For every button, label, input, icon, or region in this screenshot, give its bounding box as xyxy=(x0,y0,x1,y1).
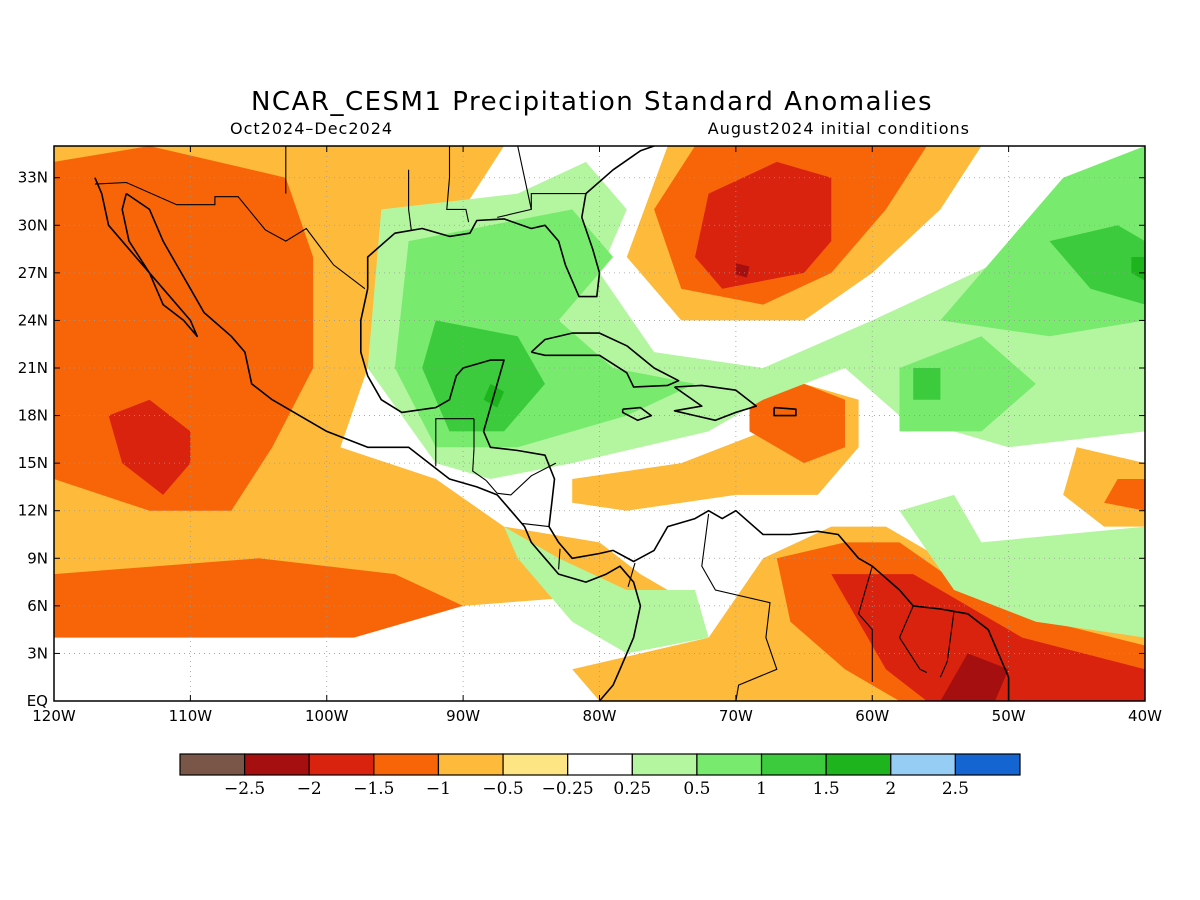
lat-tick-label: 33N xyxy=(18,169,48,187)
latitude-axis: EQ 3N 6N 9N 12N 15N 18N 21N 24N 27N 30N 33N xyxy=(18,169,1145,710)
border-8 xyxy=(558,548,561,570)
colorbar-swatch xyxy=(179,753,246,776)
anomaly-region-24 xyxy=(1049,225,1145,305)
anomaly-region-14 xyxy=(940,653,1009,701)
border-12 xyxy=(898,605,928,673)
colorbar-label: 1 xyxy=(756,779,767,799)
coastline-2 xyxy=(360,288,1010,701)
colorbar-label: 1.5 xyxy=(813,779,840,799)
border-10 xyxy=(701,513,778,701)
anomaly-region-18 xyxy=(504,526,709,654)
anomaly-region-2 xyxy=(54,558,464,638)
colorbar-swatch xyxy=(373,753,440,776)
lat-tick-label: 12N xyxy=(18,502,48,520)
anomaly-region-27 xyxy=(1131,257,1145,281)
lat-tick-label: 15N xyxy=(18,454,48,472)
anomaly-region-7 xyxy=(695,161,832,289)
lat-tick-label: EQ xyxy=(27,692,48,710)
border-9 xyxy=(627,562,636,587)
anomaly-region-4 xyxy=(135,177,232,305)
colorbar-swatch xyxy=(696,753,763,776)
anomaly-region-19 xyxy=(899,494,1145,638)
lon-tick-label: 50W xyxy=(992,707,1026,725)
anomaly-region-16 xyxy=(1104,479,1145,511)
anomaly-region-23 xyxy=(422,320,545,432)
colorbar-label: −1 xyxy=(426,779,451,799)
lon-tick-label: 120W xyxy=(32,707,76,725)
lon-tick-label: 90W xyxy=(446,707,480,725)
border-13 xyxy=(939,610,955,678)
anomaly-region-25 xyxy=(913,368,941,400)
lon-tick-label: 40W xyxy=(1128,707,1162,725)
colorbar-swatch xyxy=(567,753,633,776)
coastline-0 xyxy=(94,177,198,338)
lat-tick-label: 30N xyxy=(18,216,48,234)
colorbar-label: −1.5 xyxy=(353,779,394,799)
lon-tick-label: 80W xyxy=(583,707,617,725)
map-panel: 120W 110W 100W 90W 80W 70W 60W 50W 40W EQ3N6N9N1… xyxy=(18,145,1162,725)
colorbar-label: 2.5 xyxy=(942,779,969,799)
longitude-axis: 120W 110W 100W 90W 80W 70W 60W 50W 40W xyxy=(32,146,1162,725)
lat-tick-label: 24N xyxy=(18,311,48,329)
colorbar-labels: −2.5 −2 −1.5 −1 −0.5 −0.25 0.25 0.5 1 1.5 2 2.5 xyxy=(224,779,969,799)
period-label: Oct2024–Dec2024 xyxy=(230,119,393,138)
anomaly-region-8 xyxy=(735,263,750,278)
coastline-6 xyxy=(621,406,653,422)
colorbar: −2.5 −2 −1.5 −1 −0.5 −0.25 0.25 0.5 1 1.5 2 2.5 xyxy=(179,753,1021,799)
anomaly-region-21 xyxy=(899,336,1036,432)
border-11 xyxy=(857,566,873,682)
colorbar-swatch xyxy=(631,753,698,776)
border-0 xyxy=(94,181,366,290)
colorbar-swatch xyxy=(825,753,892,776)
colorbar-swatch xyxy=(244,753,310,776)
coastline-7 xyxy=(773,406,797,417)
lon-tick-label: 60W xyxy=(855,707,889,725)
lat-tick-label: 27N xyxy=(18,264,48,282)
lat-tick-label: 21N xyxy=(18,359,48,377)
colorbar-label: −2 xyxy=(297,779,322,799)
anomaly-region-3 xyxy=(108,399,191,495)
colorbar-label: 2 xyxy=(885,779,896,799)
border-2 xyxy=(435,418,474,467)
lat-tick-label: 3N xyxy=(27,644,48,662)
anomaly-region-10 xyxy=(749,383,845,464)
political-borders xyxy=(94,146,955,701)
colorbar-label: 0.5 xyxy=(683,779,710,799)
lat-tick-label: 18N xyxy=(18,407,48,425)
colorbar-swatch xyxy=(437,753,504,776)
border-17 xyxy=(530,193,586,210)
colorbar-swatch xyxy=(308,753,375,776)
coastline-3 xyxy=(366,146,655,298)
border-15 xyxy=(446,146,470,223)
map-title: NCAR_CESM1 Precipitation Standard Anomal… xyxy=(251,87,933,117)
colorbar-swatch xyxy=(502,753,569,776)
colorbar-swatch xyxy=(760,753,827,776)
lon-tick-label: 100W xyxy=(305,707,349,725)
init-conditions-label: August2024 initial conditions xyxy=(708,119,970,138)
lat-tick-label: 6N xyxy=(27,597,48,615)
border-4 xyxy=(472,448,487,482)
anomaly-layer xyxy=(54,146,1145,701)
lon-tick-label: 70W xyxy=(719,707,753,725)
lat-tick-label: 9N xyxy=(27,549,48,567)
border-6 xyxy=(497,462,557,496)
anomaly-region-15 xyxy=(1063,447,1145,527)
colorbar-swatch xyxy=(890,753,956,776)
colorbar-label: −0.5 xyxy=(482,779,523,799)
border-16 xyxy=(408,169,412,231)
coastlines xyxy=(94,146,1010,701)
colorbar-label: 0.25 xyxy=(613,779,651,799)
colorbar-label: −0.25 xyxy=(542,779,594,799)
colorbar-swatches xyxy=(179,753,1021,776)
border-7 xyxy=(521,522,550,528)
coastline-4 xyxy=(530,332,680,388)
border-5 xyxy=(485,480,498,494)
colorbar-label: −2.5 xyxy=(224,779,265,799)
coastline-1 xyxy=(125,192,642,701)
coastline-5 xyxy=(673,384,758,422)
lon-tick-label: 110W xyxy=(169,707,213,725)
colorbar-swatch xyxy=(954,753,1021,776)
